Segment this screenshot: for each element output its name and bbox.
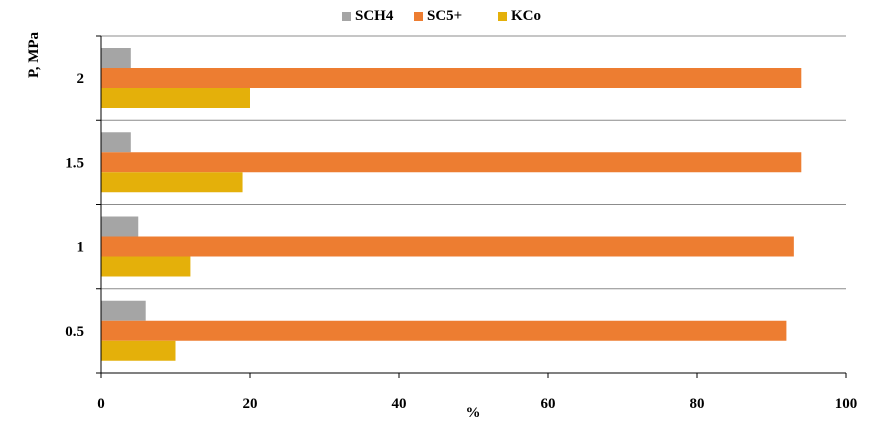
bar-kco-p2: [101, 88, 250, 108]
legend-item-sc5plus: SC5+: [414, 8, 462, 25]
y-axis-label: P, MPa: [26, 31, 42, 78]
legend-label-kco: KCo: [511, 8, 541, 24]
bar-kco-p1: [101, 256, 191, 277]
bar-sch4-p1_5: [101, 132, 131, 153]
bar-kco-p0_5: [101, 340, 176, 361]
y-tick-label-0: 2: [77, 71, 85, 87]
legend: SCH4 SC5+ KCo: [0, 8, 879, 28]
y-tick-label-3: 0.5: [65, 324, 84, 340]
bar-sc5-p1_5: [101, 152, 802, 173]
bar-sch4-p0_5: [101, 300, 146, 321]
x-tick-label-5: 100: [835, 396, 858, 412]
bar-sc5-p1: [101, 236, 794, 257]
x-axis-label: %: [466, 405, 481, 421]
legend-swatch-sc5plus: [414, 12, 423, 21]
bar-sc5-p0_5: [101, 320, 787, 341]
x-tick-label-0: 0: [97, 396, 105, 412]
bar-sch4-p2: [101, 48, 131, 68]
legend-label-sc5plus: SC5+: [427, 8, 463, 24]
x-tick-label-1: 20: [243, 396, 258, 412]
bar-sch4-p1: [101, 216, 139, 237]
gridlines: [101, 35, 846, 290]
legend-item-sch4: SCH4: [342, 8, 393, 25]
bar-sc5-p2: [101, 68, 802, 88]
bar-kco-p1_5: [101, 172, 243, 193]
x-tick-label-2: 40: [392, 396, 407, 412]
x-tick-label-4: 80: [690, 396, 705, 412]
legend-item-kco: KCo: [498, 8, 541, 25]
y-tick-label-2: 1: [77, 240, 85, 256]
legend-swatch-kco: [498, 12, 507, 21]
legend-label-sch4: SCH4: [355, 8, 394, 24]
axes: [96, 35, 847, 378]
tick-labels: 0 20 40 60 80 100 2 1.5 1 0.5: [65, 71, 857, 412]
legend-swatch-sch4: [342, 12, 351, 21]
x-tick-label-3: 60: [541, 396, 556, 412]
bars: [101, 48, 802, 361]
y-tick-label-1: 1.5: [65, 155, 84, 171]
